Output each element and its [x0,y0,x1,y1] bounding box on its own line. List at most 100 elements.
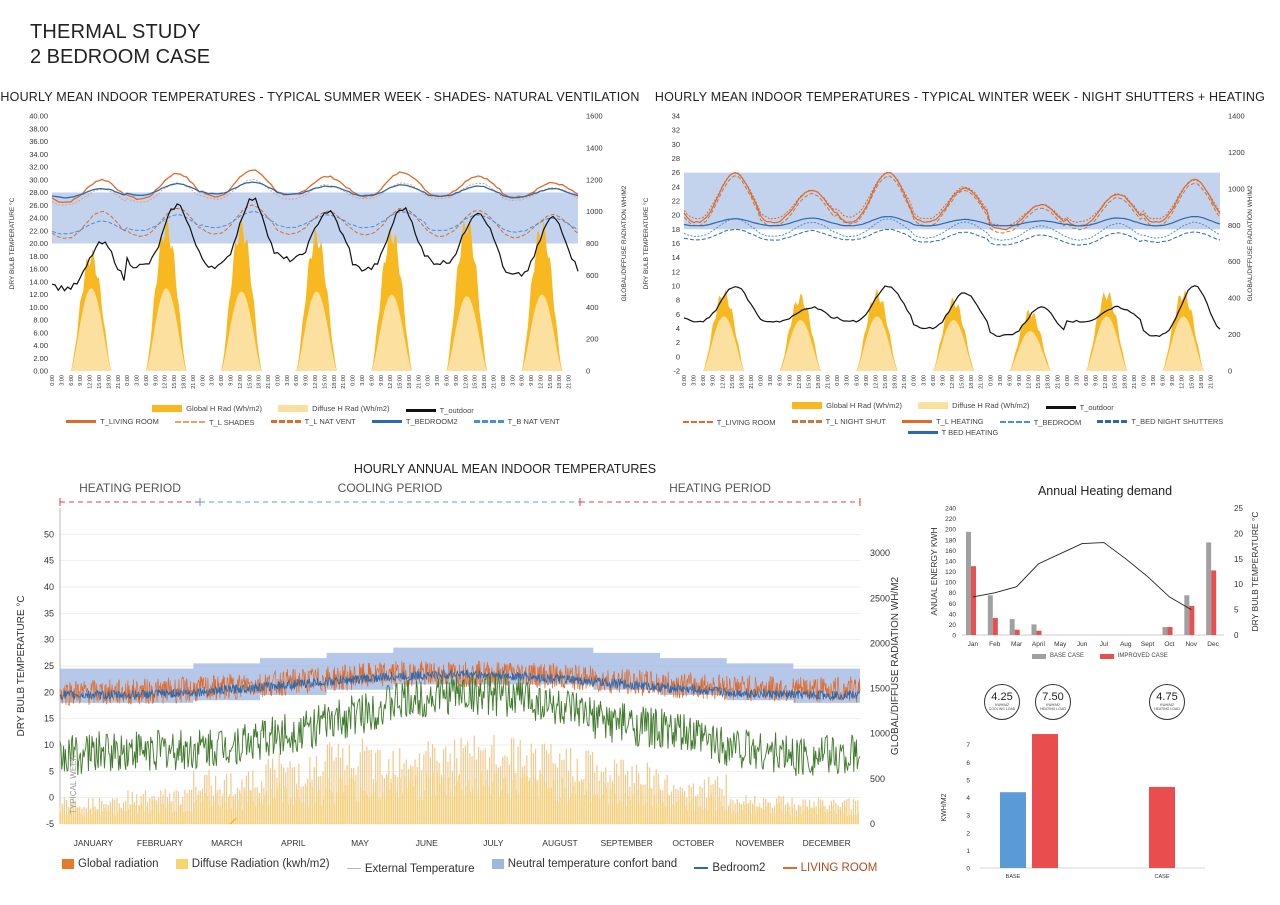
y-tick-label: 32 [672,126,680,135]
series-line-t-living-room [683,171,1221,227]
y-tick-label: 3 [966,813,970,820]
y-tick-label: 8.00 [33,316,48,325]
x-tick-label: 21:00 [749,375,755,389]
x-tick-label: 12:00 [873,375,879,389]
y-tick-label: 12 [672,267,680,276]
series-line-t-l-nat-vent [51,204,579,239]
series-line-t-outdoor [51,197,579,292]
bar-improved-case [1167,627,1173,635]
x-tick-label: 9:00 [454,375,460,386]
x-tick-label: 15:00 [1113,375,1119,389]
x-tick-label: 12:00 [313,375,319,389]
x-tick-label: OCTOBER [672,838,714,848]
x-tick-label: SEPTEMBER [600,838,652,848]
legend-external-temperature: External Temperature [346,863,475,875]
x-tick-label: 3:00 [845,375,851,386]
x-tick-label: NOVEMBER [736,838,785,848]
x-tick-label: APRIL [281,838,306,848]
x-tick-label: 18:00 [482,375,488,389]
y-axis-title: KWH/M2 [941,793,948,821]
y2-tick-label: 0 [1234,631,1239,640]
diffuse-radiation-area [932,320,975,371]
y-tick-label: 30.00 [29,175,48,184]
y-tick-label: 120 [945,569,956,576]
legend-b-nat-vent: T_B NAT VENT [473,417,560,426]
y-tick-label: 8 [676,296,680,305]
heating-demand-panel: Annual Heating demand 0 20 40 60 80 100 120 140… [920,480,1270,670]
x-tick-label: 9:00 [787,375,793,386]
bar-improved-case [971,566,976,635]
x-tick-label: 9:00 [940,375,946,386]
x-tick-label: 9:00 [78,375,84,386]
x-tick-label: 21:00 [416,375,422,389]
y-tick-label: 16 [672,239,680,248]
x-tick-label: 21:00 [341,375,347,389]
series-line-t-bed-heating [683,215,1221,227]
x-tick-label: FEBRUARY [137,838,183,848]
y-tick-label: 12.00 [29,290,48,299]
annual-chart-title: HOURLY ANNUAL MEAN INDOOR TEMPERATURES [353,462,657,476]
bar-base-case [987,595,993,635]
x-tick-label: 3:00 [692,375,698,386]
diffuse-radiation-area [371,294,413,371]
legend-bed-night-shutters: T_BED NIGHT SHUTTERS [1097,417,1223,426]
x-tick-label: 6:00 [369,375,375,386]
bar-base-case [1184,595,1190,635]
x-tick-label: 15:00 [960,375,966,389]
bar-base-case [1009,619,1015,635]
legend-diffuse-rad: Diffuse H Rad (Wh/m2) [918,401,1030,410]
y2-tick-label: 1000 [870,729,890,739]
x-tick-label: Aug [1120,641,1132,648]
heating-demand-title: Annual Heating demand [1037,484,1173,498]
y-tick-label: 180 [945,537,956,544]
y-tick-label: 60 [949,601,957,608]
x-tick-label: 12:00 [950,375,956,389]
x-tick-label: 21:00 [191,375,197,389]
y2-tick-label: 1000 [586,207,603,216]
y-tick-label: 4 [676,324,680,333]
legend-improved-case: IMPROVED CASE [1099,653,1168,659]
y-tick-label: 18.00 [29,252,48,261]
x-tick-label: 6:00 [1161,375,1167,386]
x-tick-label: 6:00 [445,375,451,386]
x-tick-label: 9:00 [379,375,385,386]
diffuse-radiation-area [703,316,745,371]
x-tick-label: 6:00 [778,375,784,386]
series-line-t-l-heating [683,171,1221,231]
x-tick-label: 6:00 [520,375,526,386]
x-tick-label: 18:00 [557,375,563,389]
bar-base-case [1206,542,1212,635]
x-tick-label: 9:00 [1017,375,1023,386]
y2-tick-label: 0 [586,367,590,376]
y-tick-label: -5 [46,819,54,829]
y-tick-label: 15 [44,714,54,724]
y-tick-label: 2 [676,338,680,347]
legend-global-rad: Global H Rad (Wh/m2) [152,404,262,413]
y-tick-label: 5 [49,766,54,776]
y2-tick-label: 600 [1228,257,1241,266]
x-tick-label: 3:00 [210,375,216,386]
x-tick-label: 18:00 [407,375,413,389]
kwh-chart-svg: 0 1 2 3 4 5 6 7 KWH/M2 BASE CASE [941,734,1205,880]
y-tick-label: 0 [49,793,54,803]
x-tick-label: 3:00 [59,375,65,386]
y2-tick-label: 1400 [586,143,603,152]
x-tick-label: 0:00 [759,375,765,386]
y-tick-label: 50 [44,529,54,539]
y2-tick-label: 800 [1228,221,1241,230]
heating-demand-legend: BASE CASE IMPROVED CASE [1032,653,1262,661]
y-tick-label: 45 [44,556,54,566]
x-tick-label: 6:00 [219,375,225,386]
x-tick-label: 9:00 [711,375,717,386]
y-tick-label: 30 [44,635,54,645]
x-tick-label: 18:00 [1046,375,1052,389]
legend-bedroom2: Bedroom2 [694,862,765,874]
x-tick-label: 18:00 [1199,375,1205,389]
y-tick-label: 28.00 [29,188,48,197]
x-tick-label: 21:00 [826,375,832,389]
x-tick-label: 15:00 [172,375,178,389]
x-tick-label: 21:00 [116,375,122,389]
y-tick-label: 22.00 [29,226,48,235]
x-tick-label: Oct [1164,641,1174,648]
x-tick-label: 6:00 [294,375,300,386]
